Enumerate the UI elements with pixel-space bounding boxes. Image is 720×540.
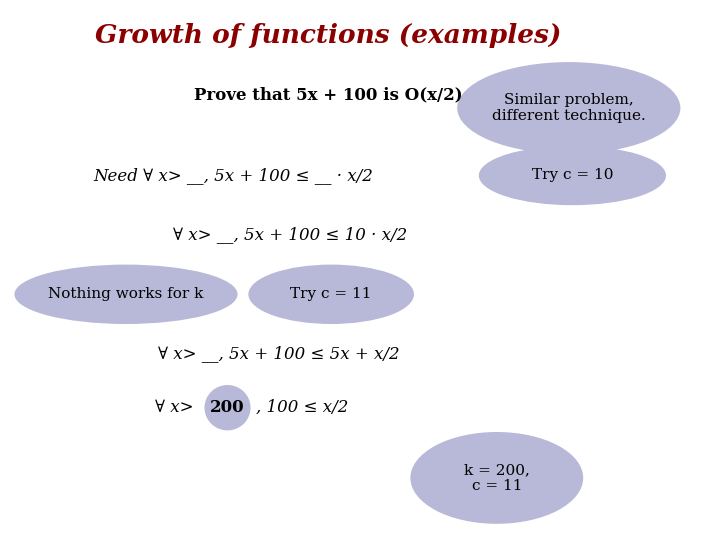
Ellipse shape <box>14 265 238 324</box>
Ellipse shape <box>457 62 680 154</box>
Text: Prove that 5x + 100 is O(x/2): Prove that 5x + 100 is O(x/2) <box>194 86 463 103</box>
Text: Try c = 11: Try c = 11 <box>290 287 372 301</box>
Text: ∀ x>: ∀ x> <box>155 399 204 416</box>
Text: Need ∀ x> __, 5x + 100 ≤ __ · x/2: Need ∀ x> __, 5x + 100 ≤ __ · x/2 <box>94 167 374 184</box>
Text: 200: 200 <box>210 399 245 416</box>
Ellipse shape <box>204 385 251 430</box>
Text: , 100 ≤ x/2: , 100 ≤ x/2 <box>256 399 348 416</box>
Text: Similar problem,
different technique.: Similar problem, different technique. <box>492 93 646 123</box>
Text: Nothing works for k: Nothing works for k <box>48 287 204 301</box>
Ellipse shape <box>410 432 583 524</box>
Text: ∀ x> __, 5x + 100 ≤ 5x + x/2: ∀ x> __, 5x + 100 ≤ 5x + x/2 <box>158 345 400 362</box>
Ellipse shape <box>479 146 666 205</box>
Text: k = 200,
c = 11: k = 200, c = 11 <box>464 463 530 493</box>
Text: ∀ x> __, 5x + 100 ≤ 10 · x/2: ∀ x> __, 5x + 100 ≤ 10 · x/2 <box>173 226 407 244</box>
Text: Try c = 10: Try c = 10 <box>531 168 613 183</box>
Text: Growth of functions (examples): Growth of functions (examples) <box>95 23 562 48</box>
Ellipse shape <box>248 265 414 324</box>
